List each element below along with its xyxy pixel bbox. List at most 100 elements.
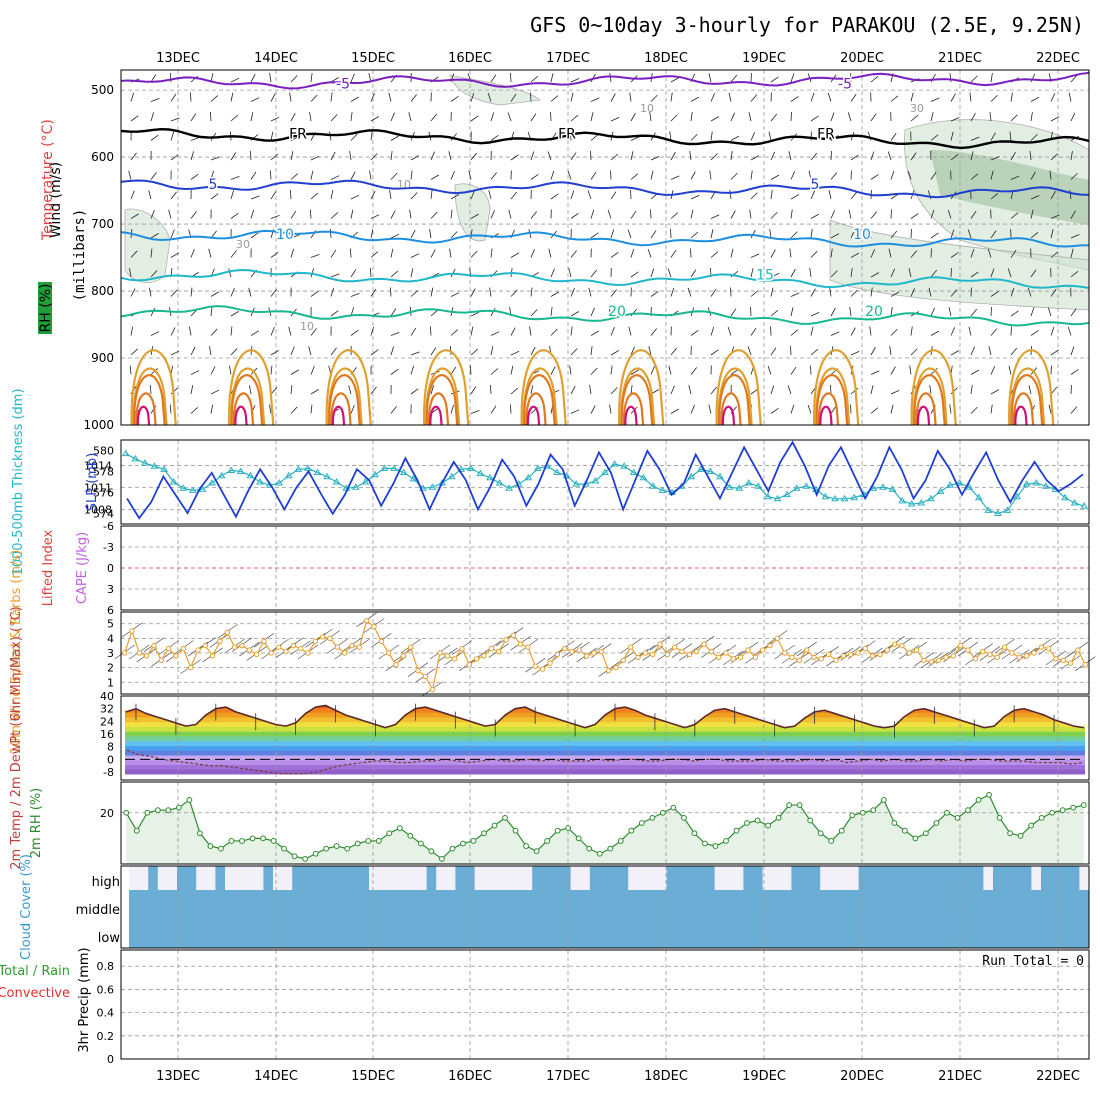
wind-barb <box>130 152 137 161</box>
wind-barb <box>390 112 395 122</box>
wind-speed-point <box>466 662 473 668</box>
wind-barb <box>529 326 532 336</box>
wind-barb <box>450 329 459 336</box>
wind-barb <box>850 387 859 395</box>
thickness-point <box>898 496 906 504</box>
wind-speed-point <box>393 662 399 668</box>
temperature-contour-15 <box>120 268 1090 289</box>
wind-speed-point <box>525 644 531 650</box>
wind-barb <box>190 346 196 356</box>
wind-barb <box>1030 232 1039 239</box>
wind-speed-point <box>635 654 641 661</box>
wind-barb <box>570 190 575 200</box>
wind-barb <box>1070 406 1078 414</box>
temp2m-axis-label: 2m Temp / 2m DewPt (6hr Min/Max) (°C) <box>9 606 24 869</box>
rh-point <box>1049 809 1056 816</box>
wind-speed-point <box>400 653 407 659</box>
rh-point <box>744 820 750 826</box>
date-label-top: 18DEC <box>644 51 688 66</box>
thickness-point <box>735 484 744 491</box>
wind-barb <box>150 270 158 278</box>
wind-barb <box>1070 346 1075 356</box>
rh-point <box>175 804 182 811</box>
wind-barb <box>770 174 780 180</box>
rh-shading-area <box>454 183 491 242</box>
rh-point <box>1007 830 1013 837</box>
rh-point <box>312 850 319 857</box>
thickness-point <box>294 465 303 472</box>
wind-barb <box>130 115 139 122</box>
rh-point <box>933 820 940 826</box>
wind-barb <box>130 190 135 200</box>
wind-barb <box>870 249 876 258</box>
rh-point <box>859 809 866 816</box>
wind-barb <box>1070 112 1076 122</box>
wind-barb <box>130 326 134 336</box>
wind-barb <box>650 328 657 336</box>
rh-point <box>323 845 330 852</box>
wind-barb <box>1049 170 1052 180</box>
wind-speed-point <box>913 647 920 653</box>
wind-barb <box>790 366 797 375</box>
wind-barb <box>170 93 177 102</box>
wind-barb <box>369 170 372 180</box>
wind-barb <box>570 288 575 297</box>
rh-point <box>628 827 635 834</box>
wind-barb <box>930 307 936 317</box>
wind-barb <box>870 407 879 414</box>
wind-barb <box>907 170 912 180</box>
wind-barb <box>747 346 752 356</box>
wind-barb <box>908 268 912 278</box>
wind-barb <box>510 252 519 258</box>
wind-barb <box>310 389 319 395</box>
wind-speed-point <box>224 629 231 636</box>
wind-speed-point <box>305 650 311 656</box>
temperature-color-band <box>125 745 1085 751</box>
wind-barb <box>230 250 237 258</box>
wind-barb <box>390 332 400 336</box>
rh-point <box>828 838 835 844</box>
thickness-point <box>399 468 408 476</box>
wind-barb <box>770 249 776 258</box>
wind-barb <box>590 112 594 122</box>
wind-barb <box>770 309 779 317</box>
wind-barb <box>150 233 159 239</box>
wind-barb <box>750 94 758 102</box>
rh-point <box>849 812 856 819</box>
wind-barb <box>308 346 312 356</box>
wind-barb <box>970 406 978 414</box>
temperature-color-band <box>125 736 1085 742</box>
surface-temperature-contour <box>325 349 372 426</box>
wind-barb <box>810 348 819 356</box>
temperature-contour-5 <box>120 179 1090 199</box>
wind-barb <box>430 113 437 122</box>
wind-barb <box>488 190 492 200</box>
wind-barb <box>770 385 775 395</box>
date-label-bottom: 19DEC <box>742 1069 786 1084</box>
wind-speed-point <box>488 645 495 652</box>
wind-barb <box>1050 214 1060 219</box>
contour-label: 5 <box>811 177 820 193</box>
wind-barb <box>230 92 234 102</box>
thickness-point <box>696 465 705 472</box>
wind-barb <box>769 229 772 239</box>
wind-barb <box>970 385 973 395</box>
wind-speed-point <box>378 638 385 644</box>
wind-barb <box>348 385 352 395</box>
wind-barb <box>690 194 700 200</box>
wind-barb <box>970 369 980 375</box>
surface-temperature-contour <box>135 392 157 426</box>
wind-barb <box>150 248 153 258</box>
wind-barb <box>710 326 715 336</box>
rh-point <box>891 820 898 826</box>
wind-speed-point <box>569 648 575 655</box>
wind-barb <box>590 134 599 141</box>
contour-label: FR <box>289 127 307 143</box>
wind-barb <box>150 368 158 375</box>
wind-barb <box>630 346 635 356</box>
wind-speed-point <box>1082 662 1089 668</box>
wind-barb <box>750 290 759 297</box>
wind-barb <box>590 97 600 102</box>
cloud-clear-gap <box>820 866 859 890</box>
wind-barb <box>770 272 780 278</box>
